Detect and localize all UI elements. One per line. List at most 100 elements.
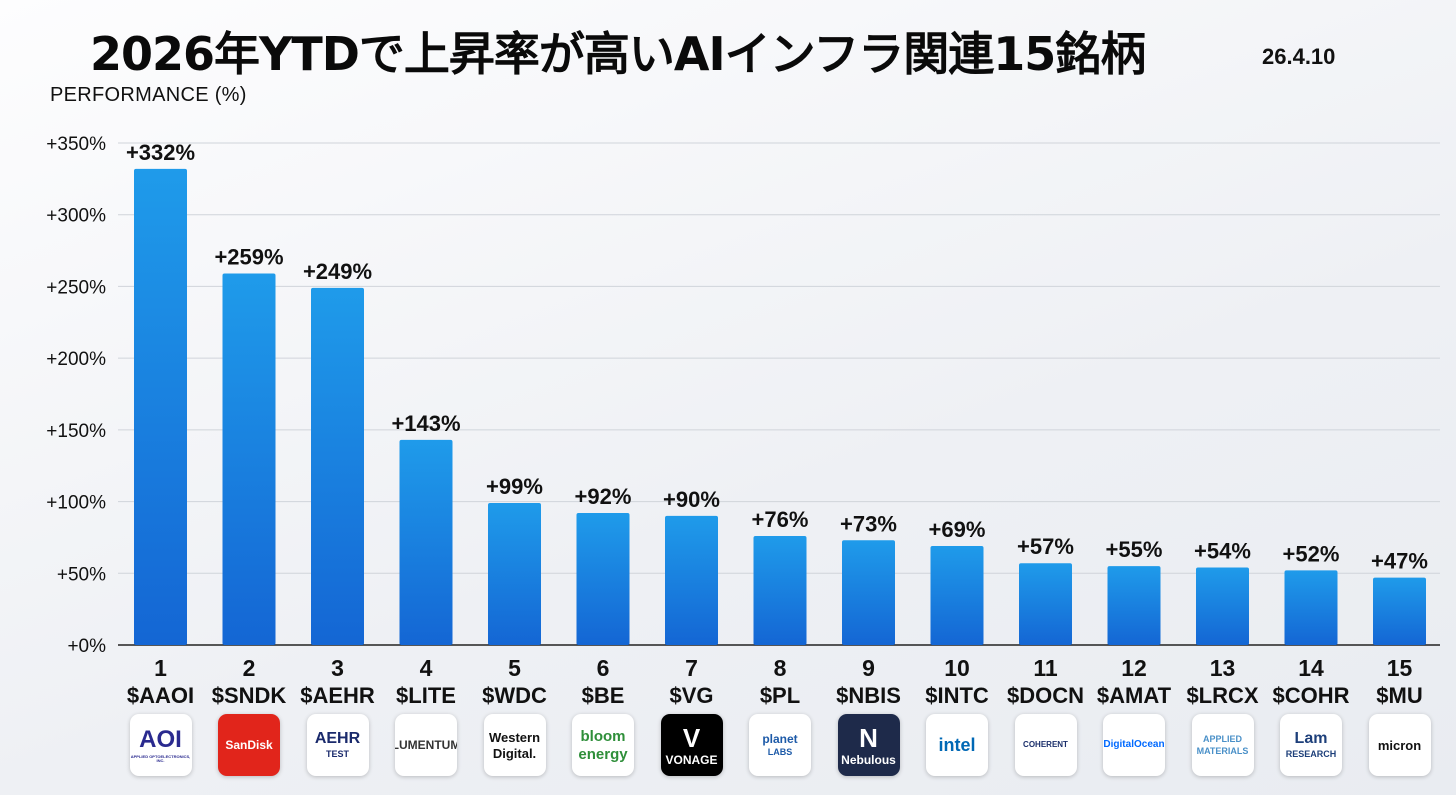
date-label: 26.4.10 bbox=[1262, 44, 1336, 69]
rank-label: 6 bbox=[597, 655, 610, 681]
lam-research-logo-text: RESEARCH bbox=[1285, 749, 1337, 759]
bar-nbis bbox=[842, 540, 895, 645]
aoi-logo: AOI APPLIED OPTOELECTRONICS, INC. bbox=[129, 714, 192, 776]
data-label: +55% bbox=[1106, 537, 1163, 562]
bar-vg bbox=[665, 515, 718, 645]
chart-title: 2026年YTDで上昇率が高いAIインフラ関連15銘柄 bbox=[90, 27, 1146, 81]
ticker-label: $SNDK bbox=[212, 683, 287, 708]
bar-lite bbox=[399, 439, 453, 645]
data-label: +92% bbox=[575, 484, 632, 509]
rank-label: 9 bbox=[862, 655, 875, 681]
rank-label: 8 bbox=[774, 655, 787, 681]
vonage-logo-text: V bbox=[682, 722, 701, 753]
y-axis-label: PERFORMANCE (%) bbox=[50, 84, 247, 106]
y-tick-label: +350% bbox=[46, 134, 106, 155]
aoi-logo-text: AOI bbox=[139, 725, 182, 753]
ticker-label: $AEHR bbox=[300, 683, 375, 708]
bar-aehr bbox=[311, 287, 364, 645]
ticker-label: $AAOI bbox=[127, 683, 194, 708]
bars bbox=[134, 168, 1426, 645]
rank-label: 5 bbox=[508, 655, 521, 681]
western-digital-logo-text: Western bbox=[488, 729, 541, 745]
data-label: +57% bbox=[1017, 534, 1074, 559]
bar-intc bbox=[930, 546, 984, 645]
bar-be bbox=[576, 513, 630, 645]
ticker-label: $LITE bbox=[396, 683, 456, 708]
ticker-label: $NBIS bbox=[836, 683, 901, 708]
rank-label: 10 bbox=[944, 655, 970, 681]
lumentum-logo-text: LUMENTUM bbox=[395, 738, 457, 752]
ticker-label: $LRCX bbox=[1186, 683, 1258, 708]
vonage-logo: V VONAGE bbox=[660, 714, 723, 776]
rank-label: 15 bbox=[1387, 655, 1413, 681]
rank-label: 7 bbox=[685, 655, 698, 681]
y-tick-label: +50% bbox=[57, 564, 106, 585]
aoi-logo-text: APPLIED OPTOELECTRONICS, INC. bbox=[130, 753, 191, 763]
y-tick-labels: +0% +50% +100% +150% +200% +250% +300% +350% bbox=[46, 134, 106, 657]
ticker-label: $WDC bbox=[482, 683, 547, 708]
rank-label: 14 bbox=[1298, 655, 1324, 681]
rank-label: 4 bbox=[420, 655, 433, 681]
data-label: +90% bbox=[663, 487, 720, 512]
ticker-label: $DOCN bbox=[1007, 683, 1084, 708]
data-label: +73% bbox=[840, 511, 897, 536]
micron-logo: micron bbox=[1368, 714, 1431, 776]
bar-lrcx bbox=[1196, 567, 1249, 645]
data-label: +47% bbox=[1371, 549, 1428, 574]
sandisk-logo: SanDisk bbox=[218, 714, 280, 776]
coherent-logo: COHERENT bbox=[1014, 714, 1077, 776]
y-tick-label: +250% bbox=[46, 277, 106, 298]
digitalocean-logo-text: DigitalOcean bbox=[1103, 739, 1165, 750]
ticker-label: $VG bbox=[669, 683, 713, 708]
rank-label: 1 bbox=[154, 655, 167, 681]
lam-research-logo: Lam RESEARCH bbox=[1280, 714, 1342, 776]
bar-cohr bbox=[1284, 570, 1338, 645]
data-label: +69% bbox=[929, 517, 986, 542]
nebulous-logo-text: Nebulous bbox=[841, 752, 896, 767]
bar-pl bbox=[753, 535, 807, 645]
bar-docn bbox=[1019, 563, 1072, 645]
bar-mu bbox=[1373, 577, 1426, 645]
rank-label: 13 bbox=[1210, 655, 1236, 681]
bar-amat bbox=[1107, 566, 1161, 645]
data-label: +259% bbox=[214, 245, 283, 270]
data-label: +99% bbox=[486, 474, 543, 499]
western-digital-logo-text: Digital. bbox=[492, 745, 537, 761]
bar-wdc bbox=[488, 503, 541, 645]
y-tick-label: +150% bbox=[46, 421, 106, 442]
data-label: +249% bbox=[303, 259, 372, 284]
intel-logo: intel bbox=[926, 714, 988, 776]
rank-label: 12 bbox=[1121, 655, 1147, 681]
ticker-label: $INTC bbox=[925, 683, 989, 708]
data-label: +76% bbox=[752, 507, 809, 532]
bloom-energy-logo-text: energy bbox=[578, 745, 628, 763]
aehr-logo: AEHR TEST bbox=[306, 714, 369, 776]
ticker-label: $AMAT bbox=[1097, 683, 1172, 708]
nebulous-logo: N Nebulous bbox=[837, 714, 900, 776]
planet-labs-logo: planet LABS bbox=[749, 714, 811, 776]
applied-materials-logo: APPLIED MATERIALS bbox=[1191, 714, 1254, 776]
data-label: +54% bbox=[1194, 539, 1251, 564]
planet-labs-logo-text: LABS bbox=[767, 747, 793, 757]
rank-label: 3 bbox=[331, 655, 344, 681]
x-category-labels: 1$AAOI 2$SNDK 3$AEHR 4$LITE 5$WDC 6$BE 7$VG 8$P… bbox=[127, 655, 1423, 708]
ticker-label: $COHR bbox=[1272, 683, 1349, 708]
applied-materials-logo-text: MATERIALS bbox=[1196, 745, 1249, 756]
data-label: +143% bbox=[391, 411, 460, 436]
western-digital-logo: Western Digital. bbox=[483, 714, 546, 776]
vonage-logo-text: VONAGE bbox=[665, 752, 718, 767]
sandisk-logo-text: SanDisk bbox=[225, 738, 273, 752]
digitalocean-logo: DigitalOcean bbox=[1103, 714, 1165, 776]
intel-logo-text: intel bbox=[938, 735, 976, 755]
ticker-label: $PL bbox=[760, 683, 800, 708]
micron-logo-text: micron bbox=[1377, 737, 1422, 753]
aehr-logo-text: AEHR bbox=[314, 730, 361, 747]
y-tick-label: +0% bbox=[67, 636, 106, 657]
ticker-label: $MU bbox=[1376, 683, 1422, 708]
rank-label: 11 bbox=[1033, 655, 1058, 681]
nebulous-logo-text: N bbox=[859, 722, 878, 753]
y-tick-label: +300% bbox=[46, 206, 106, 227]
bar-sndk bbox=[222, 273, 276, 645]
bar-aaoi bbox=[134, 168, 187, 645]
